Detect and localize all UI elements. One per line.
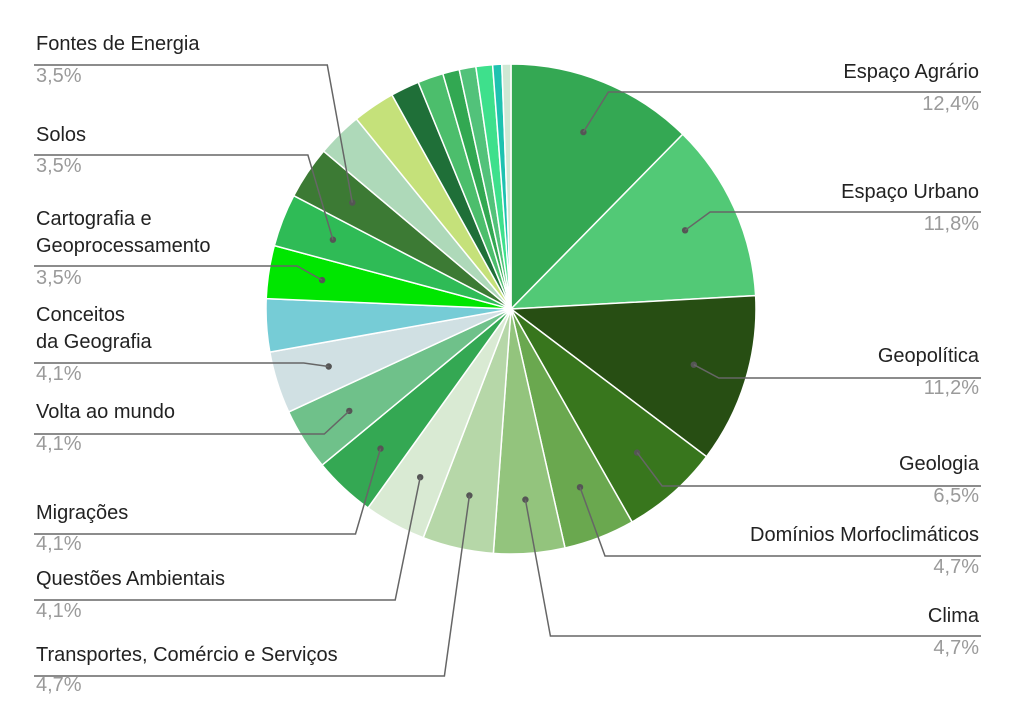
label-espaco-agrario: Espaço Agrário <box>843 61 979 83</box>
value-label-questoes-ambientais: 4,1% <box>36 600 82 622</box>
slice-espaco-urbano <box>509 133 757 310</box>
leader-line-migracoes <box>34 448 382 535</box>
value-label-dominios-morfoclimaticos: 4,7% <box>933 556 979 578</box>
value-label-solos: 3,5% <box>36 155 82 177</box>
value-label-espaco-agrario: 12,4% <box>922 93 979 115</box>
value-label-geologia: 6,5% <box>933 485 979 507</box>
value-label-cartografia-e-geoprocessamento: 3,5% <box>36 267 82 289</box>
label-cartografia-e-geoprocessamento-line2: Geoprocessamento <box>36 235 211 257</box>
leader-line-clima <box>524 499 981 637</box>
slice-labels: Espaço Agrário 12,4% Espaço Urbano 11,8% Geo… <box>36 33 980 696</box>
leader-dot-migracoes <box>377 445 384 452</box>
leader-line-fontes-de-energia <box>34 64 354 203</box>
value-label-volta-ao-mundo: 4,1% <box>36 433 82 455</box>
value-label-geopolitica: 11,2% <box>924 377 979 399</box>
leader-line-geopolitica <box>693 364 981 379</box>
label-cartografia-e-geoprocessamento-line1: Cartografia e <box>36 208 152 230</box>
slice-geopolitica <box>508 294 757 458</box>
value-label-transportes-comercio-e-servicos: 4,7% <box>36 674 82 696</box>
label-clima: Clima <box>928 605 980 627</box>
leader-line-conceitos-da-geografia <box>34 362 329 368</box>
label-fontes-de-energia: Fontes de Energia <box>36 33 200 55</box>
slice-unlabeled-23 <box>501 63 512 310</box>
leader-line-questoes-ambientais <box>34 477 421 601</box>
value-label-conceitos-da-geografia: 4,1% <box>36 363 82 385</box>
pie-slices <box>265 63 757 555</box>
value-label-espaco-urbano: 11,8% <box>924 213 979 235</box>
label-volta-ao-mundo: Volta ao mundo <box>36 401 175 423</box>
value-label-clima: 4,7% <box>933 637 979 659</box>
leader-line-volta-ao-mundo <box>34 410 350 435</box>
label-solos: Solos <box>36 124 86 146</box>
leader-lines <box>34 64 981 677</box>
label-migracoes: Migrações <box>36 502 128 524</box>
label-transportes-comercio-e-servicos: Transportes, Comércio e Serviços <box>36 644 338 666</box>
label-espaco-urbano: Espaço Urbano <box>841 181 979 203</box>
slice-espaco-agrario <box>510 63 684 311</box>
leader-dot-clima <box>522 496 529 503</box>
leader-line-dominios-morfoclimaticos <box>579 486 981 557</box>
leader-line-transportes-comercio-e-servicos <box>34 495 471 677</box>
value-label-fontes-de-energia: 3,5% <box>36 65 82 87</box>
value-label-migracoes: 4,1% <box>36 533 82 555</box>
leader-line-espaco-agrario <box>582 91 981 133</box>
leader-line-solos <box>34 154 334 240</box>
label-dominios-morfoclimaticos: Domínios Morfoclimáticos <box>750 524 979 546</box>
label-conceitos-da-geografia-line2: da Geografia <box>36 331 153 353</box>
label-conceitos-da-geografia-line1: Conceitos <box>36 304 125 326</box>
label-geopolitica: Geopolítica <box>878 345 980 367</box>
label-geologia: Geologia <box>899 453 980 475</box>
leader-line-geologia <box>636 452 981 487</box>
label-questoes-ambientais: Questões Ambientais <box>36 568 225 590</box>
leader-line-cartografia-e-geoprocessamento <box>34 265 323 281</box>
leader-line-espaco-urbano <box>684 211 981 231</box>
